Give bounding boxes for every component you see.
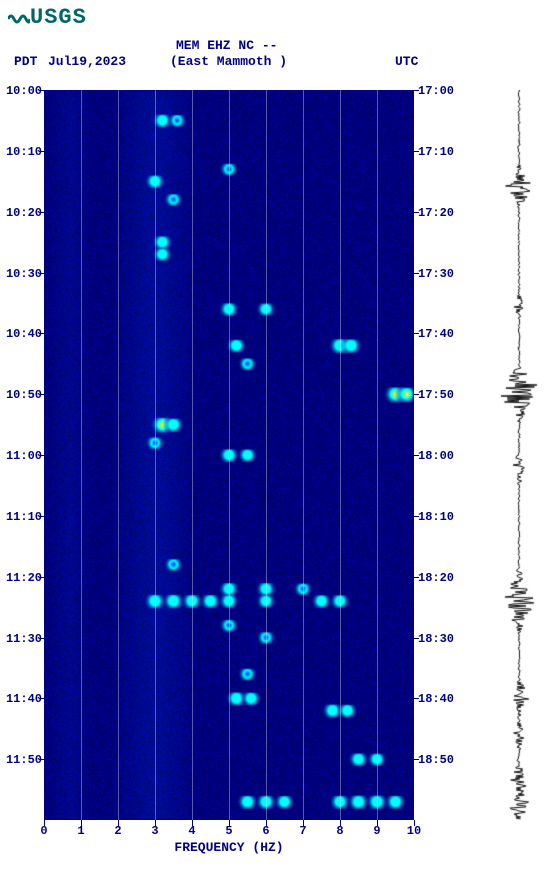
y-tick-left: 11:50 xyxy=(2,753,42,767)
y-tick-left: 11:30 xyxy=(2,632,42,646)
y-tick-right: 18:10 xyxy=(418,510,454,524)
y-tick-right: 17:30 xyxy=(418,267,454,281)
y-tick-right: 17:10 xyxy=(418,145,454,159)
seismogram-trace xyxy=(495,90,543,820)
x-tick: 9 xyxy=(373,824,380,838)
y-tick-left: 10:10 xyxy=(2,145,42,159)
y-tick-right: 18:30 xyxy=(418,632,454,646)
logo-text: USGS xyxy=(30,5,87,30)
y-tick-left: 10:30 xyxy=(2,267,42,281)
y-tick-right: 18:40 xyxy=(418,692,454,706)
y-tick-right: 17:50 xyxy=(418,388,454,402)
x-tick: 1 xyxy=(77,824,84,838)
date-label: Jul19,2023 xyxy=(48,54,126,69)
tz-left-label: PDT xyxy=(14,54,37,69)
x-tick: 10 xyxy=(407,824,421,838)
seismogram-canvas xyxy=(495,90,543,820)
y-tick-left: 11:20 xyxy=(2,571,42,585)
y-tick-right: 17:40 xyxy=(418,327,454,341)
y-tick-left: 10:20 xyxy=(2,206,42,220)
y-tick-right: 18:00 xyxy=(418,449,454,463)
y-tick-left: 11:00 xyxy=(2,449,42,463)
y-tick-left: 11:10 xyxy=(2,510,42,524)
y-tick-left: 10:00 xyxy=(2,84,42,98)
location-label: (East Mammoth ) xyxy=(170,54,287,69)
x-tick: 3 xyxy=(151,824,158,838)
usgs-logo: USGS xyxy=(8,5,87,30)
x-tick: 2 xyxy=(114,824,121,838)
x-tick: 8 xyxy=(336,824,343,838)
x-tick: 4 xyxy=(188,824,195,838)
y-tick-left: 11:40 xyxy=(2,692,42,706)
y-tick-right: 18:50 xyxy=(418,753,454,767)
x-axis-title: FREQUENCY (HZ) xyxy=(44,840,414,855)
x-tick: 7 xyxy=(299,824,306,838)
y-tick-right: 18:20 xyxy=(418,571,454,585)
y-tick-left: 10:40 xyxy=(2,327,42,341)
x-tick: 5 xyxy=(225,824,232,838)
y-tick-left: 10:50 xyxy=(2,388,42,402)
x-tick: 0 xyxy=(40,824,47,838)
tz-right-label: UTC xyxy=(395,54,418,69)
spectrogram-plot xyxy=(44,90,414,820)
y-tick-right: 17:00 xyxy=(418,84,454,98)
x-tick: 6 xyxy=(262,824,269,838)
station-label: MEM EHZ NC -- xyxy=(176,38,277,53)
wave-icon xyxy=(8,7,30,23)
y-tick-right: 17:20 xyxy=(418,206,454,220)
